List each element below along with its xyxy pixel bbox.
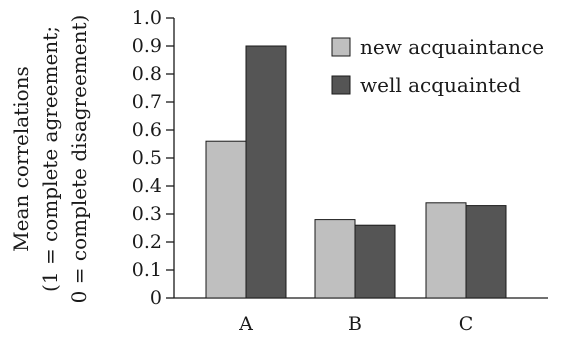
bars-group — [205, 45, 507, 299]
bar-B-series-2 — [354, 224, 396, 299]
y-axis-title-line-2: (1 = complete agreement; — [38, 26, 62, 292]
y-tick-label: 0.6 — [132, 119, 162, 141]
y-tick-label: 0.7 — [132, 91, 162, 113]
y-tick-label: 0.4 — [132, 175, 162, 197]
x-tick-label: A — [238, 313, 253, 335]
y-tick-label: 1.0 — [132, 7, 162, 29]
y-axis: 0 0.1 0.2 0.3 0.4 0.5 0.6 0.7 0.8 0.9 1.0 — [132, 7, 175, 309]
bar-group-C — [425, 202, 507, 299]
bar-group-A — [205, 45, 287, 299]
y-tick-label: 0.1 — [132, 259, 162, 281]
x-tick-label: B — [348, 313, 362, 335]
bar-group-B — [314, 219, 396, 299]
x-tick-label: C — [459, 313, 474, 335]
y-tick-label: 0.3 — [132, 203, 162, 225]
y-tick-label: 0 — [150, 287, 162, 309]
y-tick-label: 0.8 — [132, 63, 162, 85]
x-axis: A B C — [174, 297, 548, 335]
y-axis-title-line-3: 0 = complete disagreement) — [67, 15, 91, 304]
legend: new acquaintance well acquainted — [331, 35, 544, 97]
y-axis-title-line-1: Mean correlations — [9, 66, 33, 252]
bar-C-series-1 — [425, 202, 467, 299]
legend-label-1: new acquaintance — [360, 35, 544, 59]
y-tick-label: 0.5 — [132, 147, 162, 169]
bar-A-series-2 — [245, 45, 287, 299]
bar-A-series-1 — [205, 140, 247, 299]
bar-B-series-1 — [314, 219, 356, 299]
legend-swatch-1 — [331, 37, 351, 57]
y-axis-title: Mean correlations (1 = complete agreemen… — [9, 15, 91, 304]
bar-C-series-2 — [465, 205, 507, 299]
legend-label-2: well acquainted — [360, 73, 521, 97]
legend-swatch-2 — [331, 75, 351, 95]
y-tick-label: 0.2 — [132, 231, 162, 253]
y-tick-label: 0.9 — [132, 35, 162, 57]
